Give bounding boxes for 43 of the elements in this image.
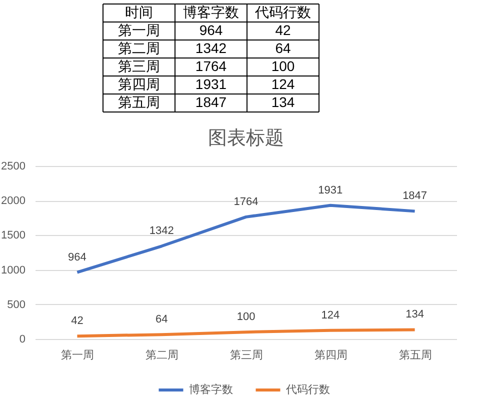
- y-tick-label: 0: [19, 334, 26, 346]
- category-label: 第三周: [118, 58, 160, 74]
- data-label: 1931: [195, 76, 227, 92]
- data-label: 42: [71, 315, 84, 328]
- y-tick-label: 2000: [1, 195, 26, 208]
- y-tick-label: 500: [7, 298, 26, 311]
- data-label: 124: [321, 309, 340, 322]
- data-label: 64: [155, 314, 168, 326]
- data-label: 100: [271, 58, 295, 74]
- data-label: 1764: [234, 196, 258, 208]
- data-label: 1342: [195, 40, 227, 56]
- data-label: 134: [271, 94, 295, 110]
- data-label: 964: [199, 22, 223, 38]
- data-label: 1342: [149, 225, 174, 238]
- data-label: 42: [275, 22, 291, 38]
- y-tick-label: 2500: [1, 160, 26, 172]
- category-label: 第一周: [118, 22, 160, 38]
- data-label: 134: [406, 308, 424, 321]
- y-tick-label: 1500: [1, 230, 26, 242]
- chart-title: 图表标题: [208, 128, 284, 149]
- data-label: 964: [68, 251, 86, 264]
- legend-label: 博客字数: [189, 383, 233, 396]
- x-tick-label: 第三周: [230, 350, 263, 362]
- data-label: 1847: [402, 190, 428, 202]
- data-label: 1931: [318, 184, 343, 196]
- data-label: 100: [236, 311, 256, 324]
- legend-label: 代码行数: [285, 384, 330, 396]
- line-series: [76, 328, 416, 338]
- y-tick-label: 1000: [1, 264, 26, 276]
- category-label: 第五周: [118, 94, 160, 110]
- text: 博客字数: [183, 4, 239, 20]
- data-label: 1764: [195, 58, 227, 74]
- x-tick-label: 第五周: [398, 350, 432, 362]
- x-tick-label: 第二周: [146, 350, 179, 362]
- category-label: 第二周: [118, 40, 160, 56]
- x-tick-label: 第四周: [314, 350, 348, 362]
- text: 代码行数: [254, 4, 311, 20]
- text: 时间: [125, 4, 153, 20]
- data-label: 1847: [195, 94, 227, 110]
- data-label: 124: [271, 76, 295, 92]
- x-tick-label: 第一周: [61, 350, 94, 362]
- category-label: 第四周: [118, 76, 160, 92]
- data-label: 64: [275, 40, 291, 56]
